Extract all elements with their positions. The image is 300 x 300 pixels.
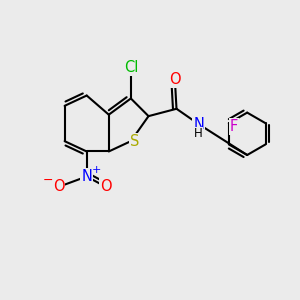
Text: +: + bbox=[92, 165, 101, 175]
Text: O: O bbox=[169, 72, 181, 87]
Text: O: O bbox=[53, 179, 64, 194]
Text: S: S bbox=[130, 134, 139, 149]
Text: Cl: Cl bbox=[124, 60, 138, 75]
Text: F: F bbox=[230, 118, 238, 134]
Text: O: O bbox=[100, 179, 112, 194]
Text: H: H bbox=[194, 127, 203, 140]
Text: N: N bbox=[193, 117, 204, 132]
Text: N: N bbox=[81, 169, 92, 184]
Text: −: − bbox=[42, 174, 53, 187]
